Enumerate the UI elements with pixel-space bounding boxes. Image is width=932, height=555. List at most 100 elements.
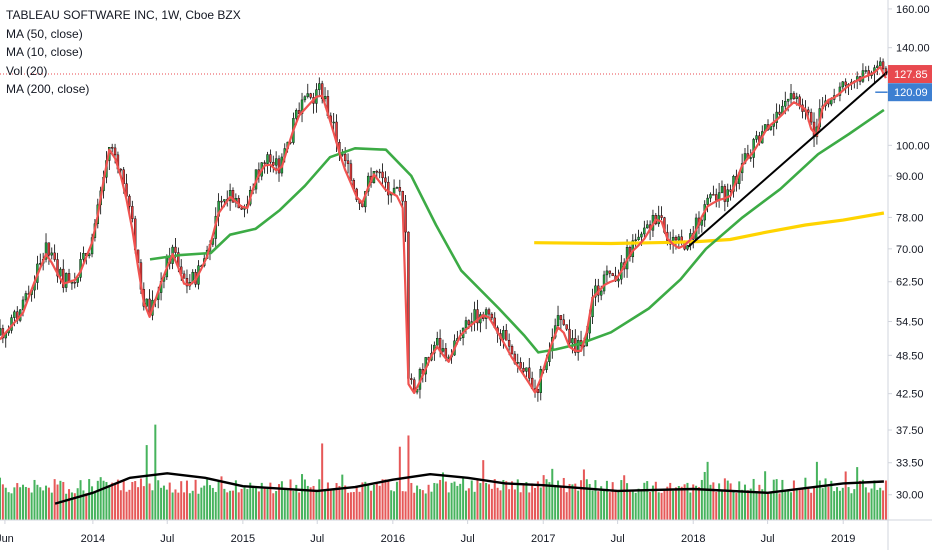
volume-bar	[663, 489, 666, 520]
volume-bar	[585, 479, 588, 520]
volume-bar	[361, 482, 364, 520]
volume-bar	[654, 481, 657, 520]
volume-bar	[234, 480, 237, 520]
volume-bar	[798, 490, 801, 520]
candle-body	[645, 224, 649, 229]
volume-bar	[608, 492, 611, 520]
candle-body	[608, 270, 612, 274]
volume-bar	[473, 491, 476, 520]
volume-bar	[436, 483, 439, 520]
volume-bar	[79, 480, 82, 520]
candle-body	[634, 239, 637, 242]
candle-body	[786, 98, 790, 102]
volume-bar	[594, 480, 597, 520]
candle-body	[674, 236, 678, 241]
volume-bar	[272, 493, 275, 520]
volume-bar	[298, 492, 301, 520]
volume-bar	[160, 487, 163, 520]
volume-bar	[390, 490, 393, 520]
volume-bar	[743, 484, 747, 520]
volume-bar	[252, 487, 255, 520]
candle-body	[562, 319, 565, 325]
volume-bar	[447, 492, 450, 520]
volume-bar	[807, 488, 810, 520]
volume-bar	[499, 490, 502, 520]
candle-body	[303, 96, 307, 101]
y-tick-label: 37.50	[896, 425, 924, 437]
volume-bar	[525, 481, 528, 520]
candle-body	[784, 101, 787, 107]
volume-bar	[59, 480, 62, 520]
candle-body	[643, 227, 646, 235]
candle-body	[599, 290, 603, 296]
ma50-line	[149, 108, 885, 354]
volume-bar	[309, 487, 312, 520]
volume-bar	[683, 484, 686, 520]
candle-body	[749, 157, 752, 159]
trend-line	[687, 70, 889, 248]
volume-bar	[801, 487, 804, 520]
volume-bar	[358, 491, 361, 520]
legend-symbol[interactable]: TABLEAU SOFTWARE INC, 1W, Cboe BZX	[6, 8, 241, 22]
volume-bar	[833, 491, 836, 520]
candle-body	[110, 147, 114, 149]
volume-bar	[381, 479, 384, 520]
volume-bar	[286, 488, 289, 520]
candle-body	[295, 110, 298, 119]
volume-bar	[686, 482, 689, 520]
volume-bar	[790, 492, 793, 520]
volume-bar	[677, 486, 680, 520]
volume-bar	[859, 480, 862, 520]
legend-ma200[interactable]: MA (200, close)	[6, 82, 90, 96]
legend-ma10[interactable]: MA (10, close)	[6, 45, 83, 59]
volume-bar	[220, 476, 223, 520]
volume-bar	[456, 485, 459, 520]
candle-body	[660, 215, 663, 218]
volume-bar	[680, 486, 683, 520]
candle-body	[878, 61, 882, 67]
volume-bar	[85, 493, 88, 520]
candle-body	[864, 70, 868, 72]
volume-bar	[16, 483, 19, 520]
volume-bar	[752, 478, 755, 520]
volume-bar	[508, 489, 511, 520]
legend-volume[interactable]: Vol (20)	[6, 63, 48, 78]
candle-body	[594, 285, 597, 298]
volume-bar	[830, 480, 833, 520]
volume-bar	[528, 492, 531, 520]
volume-bar	[418, 489, 421, 520]
volume-bar	[312, 485, 315, 520]
volume-bar	[214, 491, 217, 520]
volume-bar	[597, 491, 600, 520]
volume-bar	[836, 487, 839, 520]
legend-ma50[interactable]: MA (50, close)	[6, 26, 83, 41]
y-tick-label: 62.50	[896, 277, 924, 289]
volume-bar	[76, 488, 79, 520]
volume-bar	[375, 483, 378, 520]
volume-bar	[22, 484, 25, 520]
candle-body	[605, 270, 609, 276]
candle-body	[522, 367, 525, 372]
volume-bar	[649, 491, 652, 520]
volume-bar	[341, 474, 344, 520]
volume-bar	[315, 489, 318, 520]
volume-bar	[145, 445, 148, 520]
volume-bar	[778, 493, 781, 520]
y-tick-label: 70.00	[896, 244, 924, 256]
volume-bar	[853, 489, 856, 520]
volume-bar	[628, 490, 631, 520]
volume-bar	[335, 483, 338, 520]
volume-bar	[453, 481, 456, 520]
volume-bar	[36, 484, 39, 520]
volume-bar	[197, 493, 200, 520]
volume-bar	[841, 487, 844, 520]
candle-body	[441, 348, 445, 352]
candle-body	[677, 236, 681, 241]
volume-bar	[764, 471, 767, 520]
volume-bar	[4, 487, 7, 520]
candle-body	[343, 153, 347, 161]
candle-body	[709, 194, 712, 199]
volume-bar	[329, 489, 332, 520]
